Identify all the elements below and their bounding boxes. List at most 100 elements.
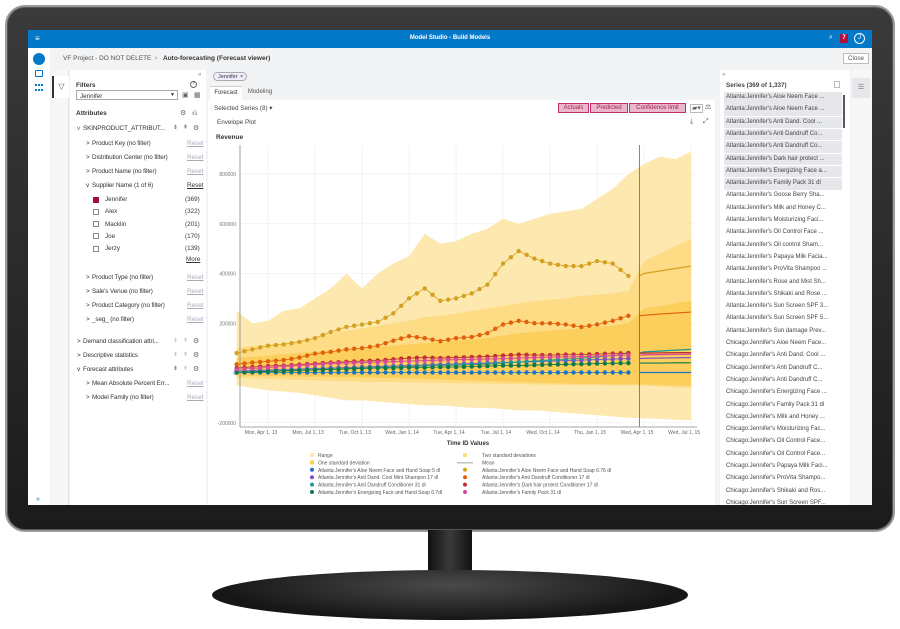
grid-icon[interactable]: ▦ [194,92,201,99]
series-list-item[interactable]: Chicago:Jennifer's Papaya Milk Faci... [726,463,828,469]
reset-link[interactable]: Reset [187,168,204,175]
checkbox[interactable] [93,196,99,203]
user-avatar-icon[interactable]: J [854,33,865,44]
expand-icon[interactable]: ⤢ [703,118,709,125]
chip-close-icon[interactable]: × [240,74,244,80]
series-list-item[interactable]: Atlanta:Jennifer's Energizing Face a... [724,165,842,178]
series-list-item[interactable]: Chicago:Jennifer's Sun Screen SPF... [726,499,826,505]
close-button[interactable]: Close [843,53,869,64]
gear-icon[interactable]: ⚙ [193,338,200,345]
filter-chip[interactable]: Jennifer × [213,72,247,81]
series-list-item[interactable]: Atlanta:Jennifer's Anti Dandruff Co... [724,128,842,141]
help-icon[interactable]: ? [190,81,197,88]
checkbox[interactable] [93,208,99,215]
save-filter-icon[interactable]: ▣ [182,92,189,99]
reset-link[interactable]: Reset [187,140,204,147]
series-list-item[interactable]: Chicago:Jennifer's Milk and Honey ... [726,413,825,420]
breadcrumb-project[interactable]: VF Project - DO NOT DELETE [63,55,152,62]
move-down-icon[interactable]: ⇟ [173,352,179,358]
series-list-item[interactable]: Atlanta:Jennifer's Milk and Honey C... [726,204,826,211]
series-list-item[interactable]: Atlanta:Jennifer's Papaya Milk Facia... [726,253,828,260]
expand-series-icon[interactable]: » [722,71,726,78]
series-list-item[interactable]: Chicago:Jennifer's Oil Control Face... [726,438,826,445]
reset-link[interactable]: Reset [187,182,204,189]
search-icon[interactable]: ⌕ [829,34,833,41]
move-down-icon[interactable]: ⇟ [173,125,179,131]
series-list-item[interactable]: Atlanta:Jennifer's Shikaki and Rose ... [726,290,827,297]
series-list-item[interactable]: Atlanta:Jennifer's ProVita Shampoo ... [726,266,828,273]
checkbox[interactable] [93,245,99,252]
move-up-icon[interactable]: ⇞ [183,338,189,344]
data-icon[interactable] [35,84,43,91]
reset-link[interactable]: Reset [187,316,204,323]
checkbox[interactable] [93,233,99,240]
selected-series-dropdown[interactable]: Selected Series (8) ▾ [214,105,273,112]
series-list-item[interactable]: Atlanta:Jennifer's Aloe Neem Face ... [724,104,842,116]
pipelines-icon[interactable] [35,70,43,77]
more-link[interactable]: More [186,256,201,263]
chart-type-icon[interactable]: ▰▾ [690,104,703,113]
reset-link[interactable]: Reset [187,154,204,161]
move-down-icon[interactable]: ⇟ [173,366,179,372]
series-list-item[interactable]: Atlanta:Jennifer's Anti Dandruff Co... [724,141,842,153]
series-list-item[interactable]: Atlanta:Jennifer's Oil Control Face ... [726,229,824,236]
series-list-item[interactable]: Atlanta:Jennifer's Aloe Neem Face ... [724,92,842,104]
series-list-item[interactable]: Atlanta:Jennifer's Moisturizing Faci... [726,217,824,223]
expand-rail-icon[interactable]: » [36,496,40,503]
gear-icon[interactable]: ⚙ [193,125,200,132]
settings-icon[interactable]: ⚖ [705,104,712,111]
select-all-checkbox[interactable] [834,81,840,88]
series-list-item[interactable]: Atlanta:Jennifer's Anti Dand. Cool ... [724,116,842,129]
reset-link[interactable]: Reset [187,288,204,295]
gear-icon[interactable]: ⚙ [193,366,200,373]
series-list-item[interactable]: Chicago:Jennifer's Anti Dandruff C... [726,364,823,371]
hamburger-menu-icon[interactable]: ≡ [35,34,40,43]
series-list-item[interactable]: Chicago:Jennifer's Oil Control Face... [726,450,826,457]
series-list-item[interactable]: Chicago:Jennifer's Shikaki and Ros... [726,487,826,494]
reset-link[interactable]: Reset [187,380,204,387]
move-up-icon[interactable]: ⇞ [183,352,189,358]
download-icon[interactable]: ⤓ [690,118,694,125]
chevron-down-icon[interactable]: v [77,125,81,132]
series-list-item[interactable]: Chicago:Jennifer's Aloe Neem Face... [726,340,827,346]
models-icon[interactable] [33,53,45,65]
series-list-item[interactable]: Chicago:Jennifer's Family Pack 31 dl [726,401,825,408]
series-list-item[interactable]: Atlanta:Jennifer's Oil control Sham... [726,241,823,248]
tab-forecast[interactable]: Forecast [210,86,242,100]
series-list-item[interactable]: Atlanta:Jennifer's Family Pack 31 dl [724,178,842,190]
collapse-panel-icon[interactable]: « [198,71,202,78]
scrollbar[interactable] [843,95,845,128]
reset-link[interactable]: Reset [187,274,204,281]
list-icon[interactable]: ☰ [852,78,870,98]
series-list-item[interactable]: Atlanta:Jennifer's Sun Screen SPF 5... [726,315,829,322]
reset-all-icon[interactable]: ⎌ [192,110,198,117]
move-up-icon[interactable]: ⇞ [183,125,189,131]
series-list-item[interactable]: Atlanta:Jennifer's Goose Berry Sha... [726,192,825,199]
reset-link[interactable]: Reset [187,302,204,309]
attribute-group[interactable]: SKINPRODUCT_ATTRIBUT... [83,125,165,132]
data-point [422,335,427,341]
predicted-toggle[interactable]: Predicted [590,103,628,113]
tab-modeling[interactable]: Modeling [247,89,273,95]
series-list-item[interactable]: Atlanta:Jennifer's Sun damage Prev... [726,327,827,334]
series-list-item[interactable]: Atlanta:Jennifer's Sun Screen SPF 3... [726,303,829,310]
filter-icon[interactable]: ▽ [52,76,69,98]
move-down-icon[interactable]: ⇟ [173,338,179,344]
series-list-item[interactable]: Chicago:Jennifer's ProVita Shampo... [726,475,826,482]
move-up-icon[interactable]: ⇞ [183,366,189,372]
reset-link[interactable]: Reset [187,394,204,401]
series-list-item[interactable]: Chicago:Jennifer's Moisturizing Fac... [726,426,826,433]
series-list-item[interactable]: Chicago:Jennifer's Anti Dandruff C... [726,376,823,383]
actuals-toggle[interactable]: Actuals [558,103,589,113]
series-list-item[interactable]: Chicago:Jennifer's Energizing Face ... [726,389,827,396]
checkbox[interactable] [93,221,99,228]
series-list-item[interactable]: Atlanta:Jennifer's Rose and Mist Sh... [726,278,826,285]
filter-search-dropdown[interactable]: Jennifer ▼ [76,90,178,100]
gear-icon[interactable]: ⚙ [193,352,200,359]
series-list-item[interactable]: Atlanta:Jennifer's Dark hair protect ... [724,153,842,165]
gear-icon[interactable]: ⚙ [180,110,187,117]
x-tick-label: Wed, Jul 1, 15 [668,430,700,436]
confidence-limit-toggle[interactable]: Confidence limit [629,103,686,113]
series-list-item[interactable]: Chicago:Jennifer's Anti Dand. Cool ... [726,352,826,359]
notification-badge[interactable]: 7 [840,34,848,43]
